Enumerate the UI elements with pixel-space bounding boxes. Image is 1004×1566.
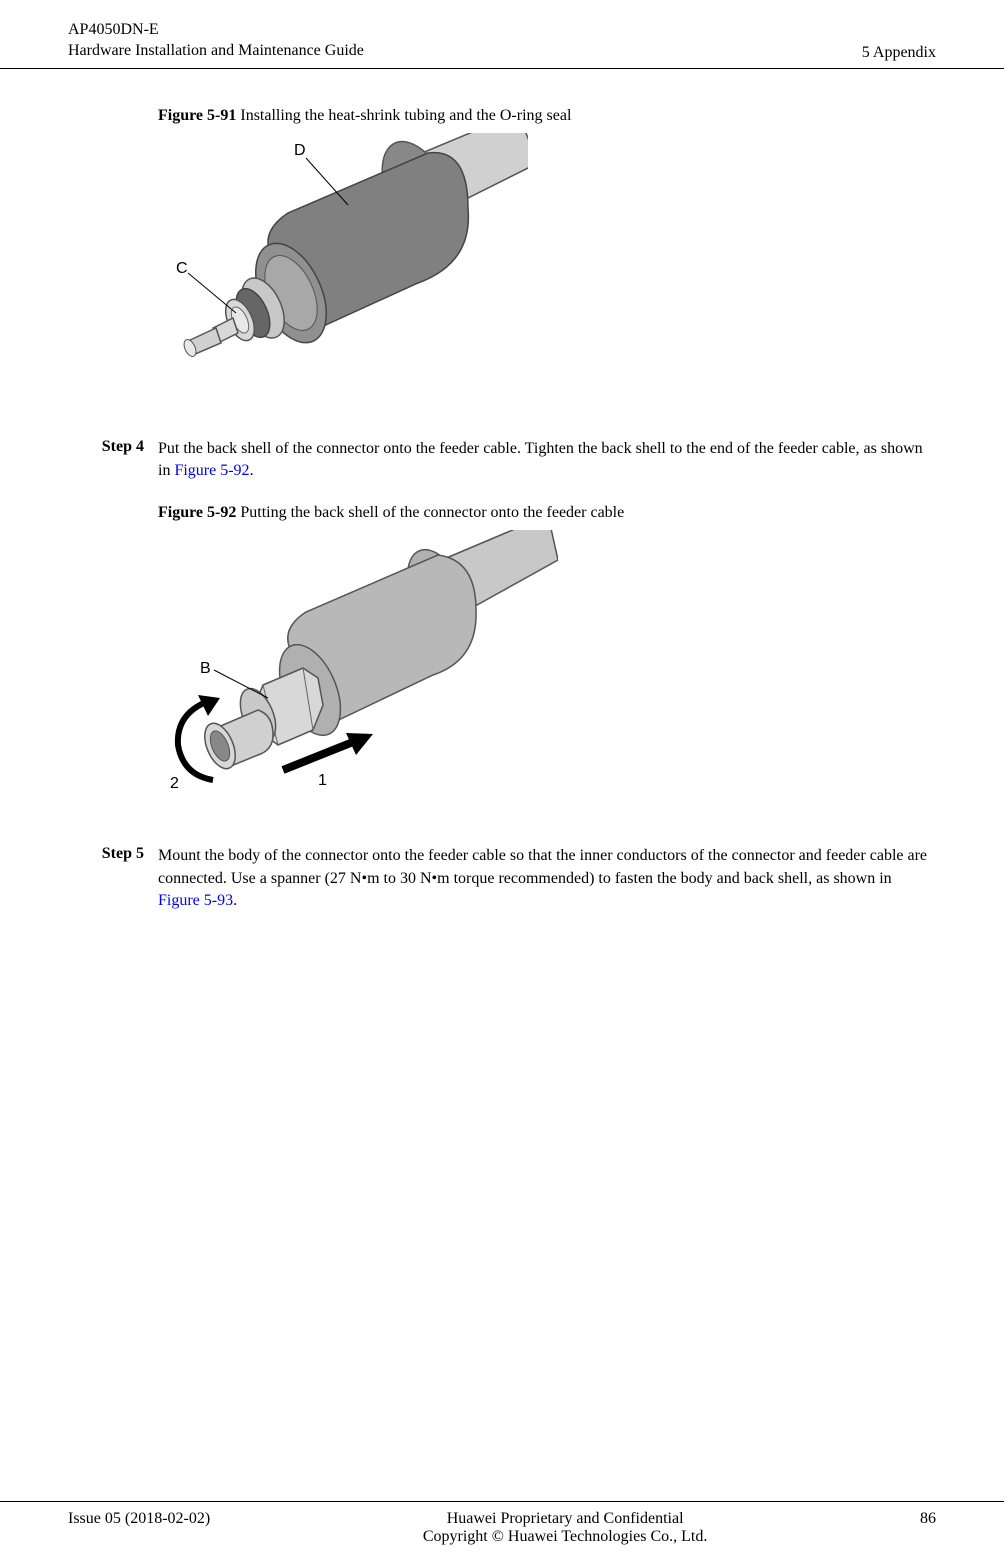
step-4-before: Put the back shell of the connector onto… <box>158 440 923 479</box>
step-5: Step 5 Mount the body of the connector o… <box>68 845 936 912</box>
step-4-link[interactable]: Figure 5-92 <box>174 462 249 479</box>
figure-92-caption: Figure 5-92 Putting the back shell of th… <box>158 504 936 522</box>
figure-92-image: B 1 2 <box>158 530 936 805</box>
label-2: 2 <box>170 775 179 792</box>
figure-92-label: Figure 5-92 <box>158 504 236 521</box>
label-d: D <box>294 142 306 159</box>
header-left: AP4050DN-E Hardware Installation and Mai… <box>68 20 364 62</box>
step-5-text: Mount the body of the connector onto the… <box>158 845 936 912</box>
step-5-before: Mount the body of the connector onto the… <box>158 847 927 886</box>
step-5-link[interactable]: Figure 5-93 <box>158 892 233 909</box>
footer-line1: Huawei Proprietary and Confidential <box>423 1510 707 1528</box>
figure-92-text: Putting the back shell of the connector … <box>236 504 624 521</box>
footer-page: 86 <box>920 1510 936 1528</box>
page-header: AP4050DN-E Hardware Installation and Mai… <box>0 0 1004 69</box>
step-5-after: . <box>233 892 237 909</box>
figure-91-text: Installing the heat-shrink tubing and th… <box>236 107 571 124</box>
label-1: 1 <box>318 772 327 789</box>
step-5-label: Step 5 <box>68 845 158 912</box>
label-b: B <box>200 660 211 677</box>
page-content: Figure 5-91 Installing the heat-shrink t… <box>0 69 1004 913</box>
step-4-text: Put the back shell of the connector onto… <box>158 438 936 483</box>
footer-center: Huawei Proprietary and Confidential Copy… <box>423 1510 707 1546</box>
doc-title: Hardware Installation and Maintenance Gu… <box>68 41 364 62</box>
footer-issue: Issue 05 (2018-02-02) <box>68 1510 210 1528</box>
figure-91-caption: Figure 5-91 Installing the heat-shrink t… <box>158 107 936 125</box>
figure-91-image: C D <box>158 133 936 398</box>
footer-line2: Copyright © Huawei Technologies Co., Ltd… <box>423 1528 707 1546</box>
step-4: Step 4 Put the back shell of the connect… <box>68 438 936 483</box>
step-4-label: Step 4 <box>68 438 158 483</box>
product-name: AP4050DN-E <box>68 20 364 41</box>
page-footer: Issue 05 (2018-02-02) Huawei Proprietary… <box>0 1501 1004 1546</box>
section-label: 5 Appendix <box>862 44 936 62</box>
figure-91-label: Figure 5-91 <box>158 107 236 124</box>
label-c: C <box>176 260 188 277</box>
step-4-after: . <box>250 462 254 479</box>
